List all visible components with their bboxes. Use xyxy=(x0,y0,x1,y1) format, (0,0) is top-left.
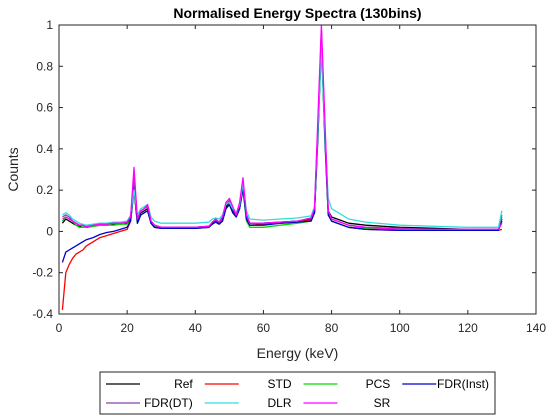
legend-label-dlr: DLR xyxy=(267,396,291,410)
y-tick-label: 0 xyxy=(46,224,53,238)
axes-box xyxy=(58,24,537,315)
x-tick-label: 140 xyxy=(526,321,546,335)
y-tick-label: 0.6 xyxy=(36,101,53,115)
series-layer xyxy=(61,24,503,310)
x-axis-label: Energy (keV) xyxy=(257,345,339,361)
x-tick-label: 100 xyxy=(390,321,410,335)
y-tick-label: -0.2 xyxy=(32,266,53,280)
ticks-layer: 0 20 40 60 80 100 120 140 -0.4 -0.2 0 0.2 0.4 0.6 0.8 1 xyxy=(32,18,546,335)
legend: Ref STD PCS FDR(Inst) FDR(DT) DLR SR xyxy=(99,371,496,415)
series-line-sr xyxy=(62,24,503,231)
y-tick-label: 1 xyxy=(46,18,53,32)
legend-label-pcs: PCS xyxy=(366,377,391,391)
legend-box xyxy=(99,371,496,415)
x-tick-label: 80 xyxy=(325,321,339,335)
legend-label-fdr-dt: FDR(DT) xyxy=(144,396,193,410)
legend-label-std: STD xyxy=(268,377,292,391)
chart-title: Normalised Energy Spectra (130bins) xyxy=(173,5,421,21)
x-tick-label: 40 xyxy=(189,321,203,335)
legend-label-sr: SR xyxy=(374,396,391,410)
x-tick-label: 0 xyxy=(56,321,63,335)
x-tick-label: 120 xyxy=(458,321,478,335)
x-tick-label: 60 xyxy=(257,321,271,335)
y-tick-label: -0.4 xyxy=(32,307,53,321)
y-tick-label: 0.2 xyxy=(36,183,53,197)
y-axis-label: Counts xyxy=(5,147,21,191)
plot-area: 0 20 40 60 80 100 120 140 -0.4 -0.2 0 0.2 0.4 0.6 0.8 1 xyxy=(32,18,546,335)
y-tick-label: 0.4 xyxy=(36,142,53,156)
legend-label-ref: Ref xyxy=(174,377,193,391)
legend-label-fdr-inst: FDR(Inst) xyxy=(437,377,489,391)
y-tick-label: 0.8 xyxy=(36,59,53,73)
x-tick-label: 20 xyxy=(120,321,134,335)
